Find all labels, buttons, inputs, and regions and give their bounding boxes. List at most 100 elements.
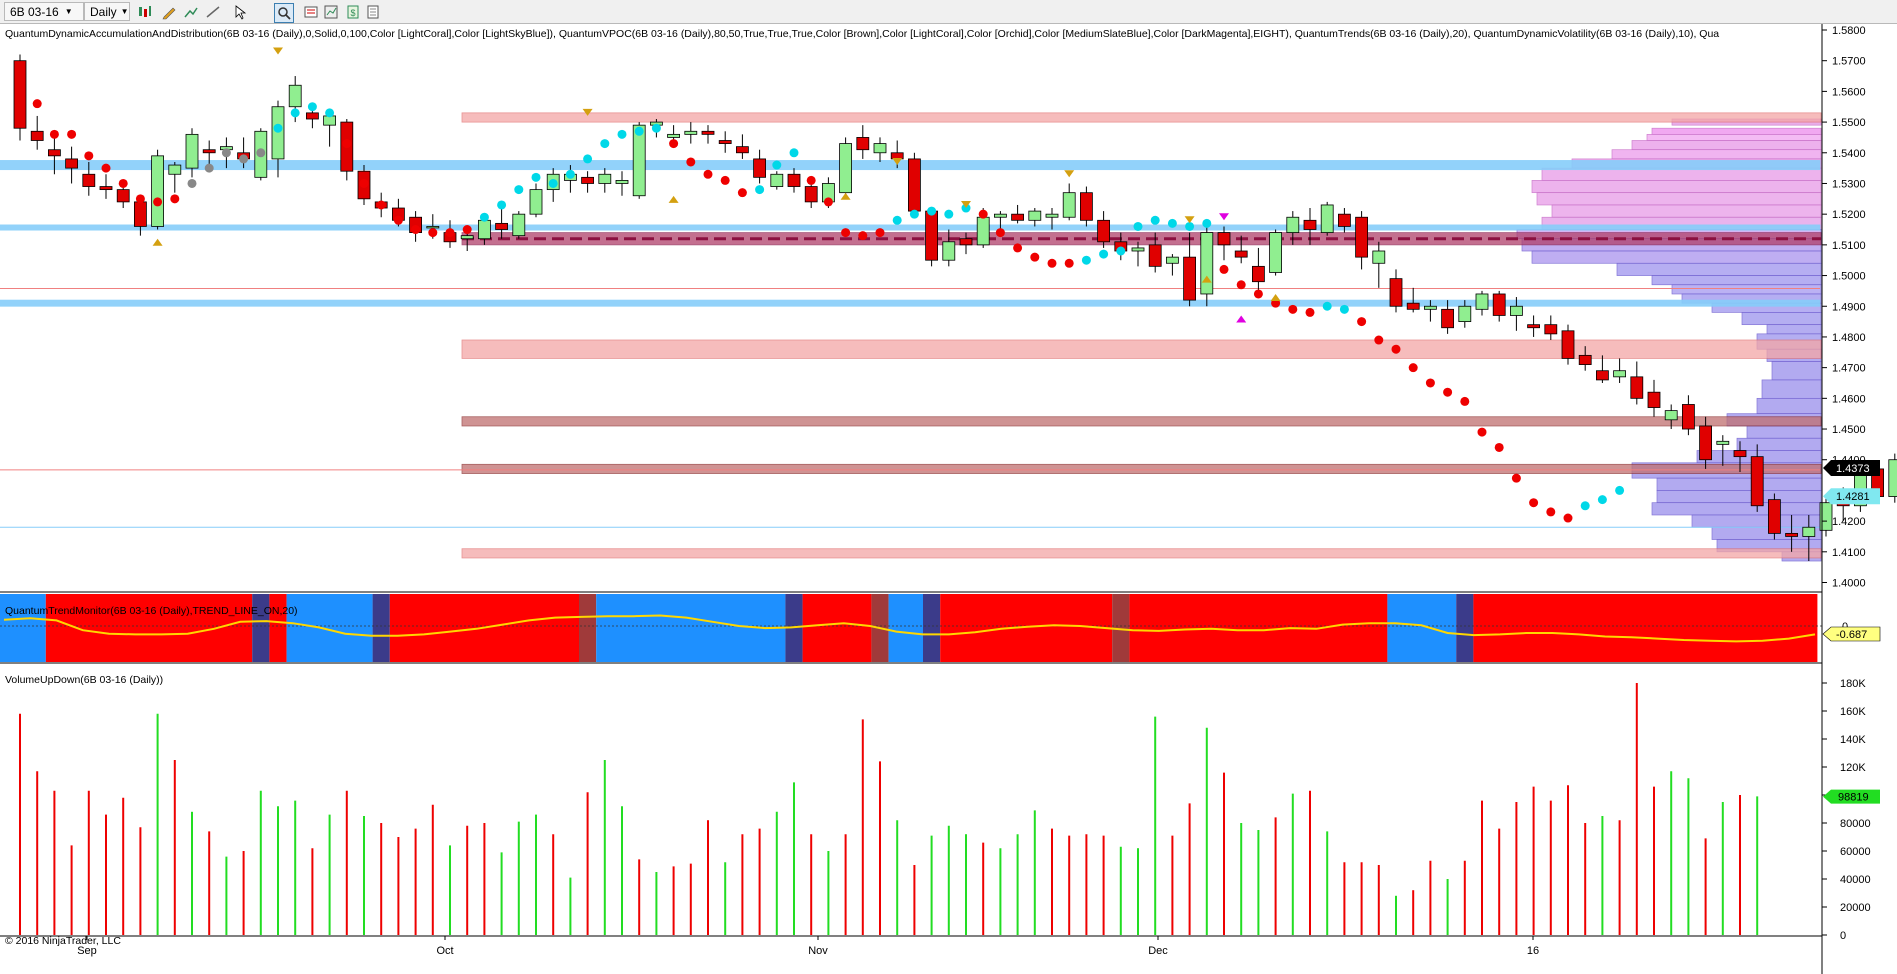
template-icon[interactable]: $ xyxy=(344,3,362,21)
candle-down xyxy=(1148,244,1162,267)
chart-toolbar: 6B 03-16 ▼ Daily ▼ $ xyxy=(0,0,1897,24)
candle-up xyxy=(1028,210,1042,221)
trend-dot xyxy=(1408,363,1418,373)
properties-icon[interactable] xyxy=(322,3,340,21)
chart-canvas[interactable]: 1.5800 1.5700 1.5600 1.5500 1.5400 1.5300 1.52… xyxy=(0,24,1897,974)
svg-text:$: $ xyxy=(350,8,355,18)
candle-up xyxy=(1320,204,1334,233)
candle-up xyxy=(1286,216,1300,233)
trend-segment xyxy=(1387,594,1457,662)
trend-dot xyxy=(135,194,145,204)
candle-down xyxy=(305,112,319,120)
poc-price-tag xyxy=(1823,488,1880,505)
volume-profile-bar xyxy=(1741,312,1822,326)
trend-segment xyxy=(1112,594,1130,662)
cursor-icon[interactable] xyxy=(232,3,250,21)
period-selector[interactable]: Daily ▼ xyxy=(84,2,130,21)
price-zone xyxy=(0,224,1821,231)
instrument-selector[interactable]: 6B 03-16 ▼ xyxy=(4,2,84,21)
candle-up xyxy=(460,235,474,240)
candle-down xyxy=(908,158,921,212)
volume-profile-bar xyxy=(1531,250,1822,264)
volume-profile-bar xyxy=(1671,284,1822,295)
price-tick-label: 1.5500 xyxy=(1832,117,1866,129)
trend-dot xyxy=(651,123,661,133)
bar-type-icon[interactable] xyxy=(136,3,154,21)
price-tick-label: 1.5600 xyxy=(1832,86,1866,98)
trend-dot xyxy=(789,148,799,158)
price-tick-label: 1.4900 xyxy=(1832,301,1866,313)
trend-dot xyxy=(1116,246,1126,256)
candle-up xyxy=(1664,410,1678,421)
trend-dot xyxy=(1047,258,1057,268)
trend-dot xyxy=(101,163,111,173)
zoom-icon[interactable] xyxy=(274,3,294,23)
trend-segment xyxy=(252,594,270,662)
trend-dot xyxy=(1494,442,1504,452)
trend-dot xyxy=(703,169,713,179)
pivot-marker xyxy=(1236,315,1247,323)
drawing-pencil-icon[interactable] xyxy=(160,3,178,21)
add-indicator-icon[interactable] xyxy=(182,3,200,21)
volume-profile-bar xyxy=(1536,192,1822,206)
candle-down xyxy=(1492,293,1506,316)
pivot-marker xyxy=(1219,213,1229,221)
trend-dot xyxy=(1460,396,1470,406)
time-tick-label: 16 xyxy=(1527,945,1539,957)
volume-profile-bar xyxy=(1656,490,1822,504)
trend-line xyxy=(3,614,1816,643)
volume-pane-label: VolumeUpDown(6B 03-16 (Daily)) xyxy=(5,674,164,686)
candle-down xyxy=(1561,330,1575,359)
candle-up xyxy=(512,213,526,237)
strategy-icon[interactable] xyxy=(204,3,222,21)
trend-dot xyxy=(307,102,317,112)
trend-dot xyxy=(944,209,954,219)
last-price-tag xyxy=(1823,460,1880,477)
trend-dot xyxy=(1064,258,1074,268)
price-tick-label: 1.4200 xyxy=(1832,516,1866,528)
trend-dot xyxy=(1391,344,1401,354)
pivot-marker xyxy=(961,200,971,208)
volume-profile-bar xyxy=(1736,437,1822,451)
candle-down xyxy=(1011,213,1024,221)
trend-dot xyxy=(858,231,868,241)
volume-tick-label: 40000 xyxy=(1840,874,1871,886)
candle-down xyxy=(1578,354,1592,365)
trend-dot xyxy=(273,123,283,133)
trend-dot xyxy=(978,209,988,219)
candle-down xyxy=(1183,256,1196,301)
trend-dot xyxy=(1339,304,1349,314)
trend-dot xyxy=(1563,513,1573,523)
candle-down xyxy=(787,173,801,187)
trend-dot xyxy=(1615,485,1625,495)
candle-down xyxy=(1338,213,1351,227)
trend-dot xyxy=(1322,301,1332,311)
candle-up xyxy=(1045,213,1059,218)
trend-dot xyxy=(514,185,524,195)
data-box-icon[interactable] xyxy=(302,3,320,21)
volume-tick-label: 0 xyxy=(1840,930,1846,942)
volume-profile-bar xyxy=(1551,204,1822,218)
indicator-header: QuantumDynamicAccumulationAndDistributio… xyxy=(5,28,1720,40)
candle-up xyxy=(1131,247,1145,252)
trend-segment xyxy=(802,594,872,662)
time-tick-label: Sep xyxy=(77,945,97,957)
trend-dot xyxy=(153,197,163,207)
trend-dot xyxy=(393,215,403,225)
pivot-marker xyxy=(840,192,851,200)
price-zone xyxy=(461,112,1822,123)
trend-dot xyxy=(531,172,541,182)
candle-up xyxy=(976,216,990,246)
trend-segment xyxy=(888,594,923,662)
candle-down xyxy=(736,146,749,154)
trend-dot xyxy=(1511,473,1521,483)
candle-up xyxy=(477,219,491,240)
price-tick-label: 1.5200 xyxy=(1832,209,1866,221)
candle-up xyxy=(1200,232,1214,295)
trend-dot xyxy=(67,129,77,139)
window-icon[interactable] xyxy=(364,3,382,21)
volume-tick-label: 180K xyxy=(1840,678,1866,690)
trend-dot xyxy=(1597,495,1607,505)
chevron-down-icon: ▼ xyxy=(120,7,129,16)
trend-segment xyxy=(372,594,390,662)
